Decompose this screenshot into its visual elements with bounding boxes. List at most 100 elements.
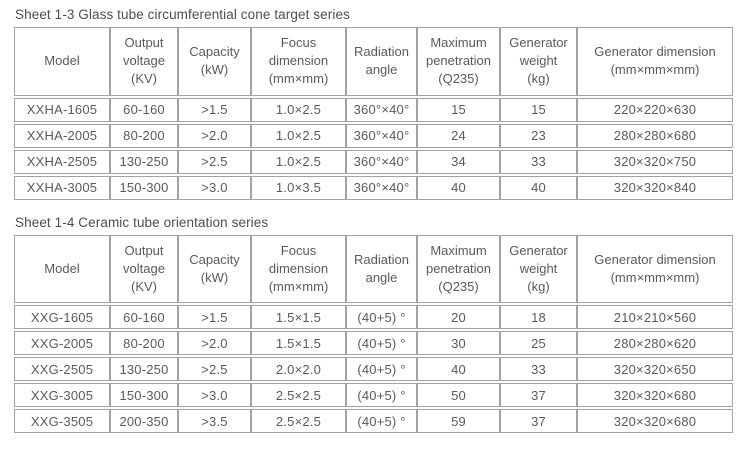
table-row: XXHA-3005 150-300 >3.0 1.0×3.5 360°×40° …	[14, 175, 733, 200]
cell-model: XXG-3005	[14, 383, 110, 408]
cell-capacity: >1.5	[178, 305, 251, 330]
cell-generator-weight: 33	[500, 357, 577, 382]
cell-focus-dimension: 1.0×2.5	[251, 149, 346, 174]
cell-generator-weight: 15	[500, 97, 577, 122]
sheet-1-3-section: Sheet 1-3 Glass tube circumferential con…	[14, 7, 737, 202]
cell-maximum-penetration: 20	[417, 305, 500, 330]
cell-model: XXG-2005	[14, 331, 110, 356]
cell-generator-weight: 18	[500, 305, 577, 330]
cell-generator-dimension: 280×280×620	[577, 331, 733, 356]
cell-generator-dimension: 210×210×560	[577, 305, 733, 330]
cell-focus-dimension: 1.0×3.5	[251, 175, 346, 200]
cell-radiation-angle: 360°×40°	[346, 175, 417, 200]
cell-generator-dimension: 320×320×650	[577, 357, 733, 382]
sheet-1-4-title: Sheet 1-4 Ceramic tube orientation serie…	[15, 214, 269, 230]
cell-generator-dimension: 220×220×630	[577, 97, 733, 122]
column-header-capacity: Capacity (kW)	[178, 27, 251, 96]
column-header-maximum-penetration: Maximum penetration (Q235)	[417, 27, 500, 96]
cell-model: XXG-3505	[14, 409, 110, 434]
cell-output-voltage: 200-350	[110, 409, 178, 434]
cell-maximum-penetration: 34	[417, 149, 500, 174]
cell-capacity: >2.5	[178, 357, 251, 382]
column-header-model: Model	[14, 234, 110, 304]
column-header-capacity: Capacity (kW)	[178, 234, 251, 304]
cell-maximum-penetration: 30	[417, 331, 500, 356]
cell-capacity: >2.5	[178, 149, 251, 174]
cell-radiation-angle: 360°×40°	[346, 123, 417, 148]
sheet-1-4-table: Model Output voltage (KV) Capacity (kW) …	[14, 233, 733, 436]
column-header-focus-dimension: Focus dimension (mm×mm)	[251, 234, 346, 304]
cell-generator-weight: 33	[500, 149, 577, 174]
cell-radiation-angle: (40+5) °	[346, 331, 417, 356]
cell-capacity: >1.5	[178, 97, 251, 122]
sheet-1-4-section: Sheet 1-4 Ceramic tube orientation serie…	[14, 215, 737, 436]
cell-output-voltage: 60-160	[110, 97, 178, 122]
column-header-generator-dimension: Generator dimension (mm×mm×mm)	[577, 234, 733, 304]
cell-output-voltage: 80-200	[110, 123, 178, 148]
sheet-1-3-table: Model Output voltage (KV) Capacity (kW) …	[14, 25, 733, 202]
table-row: XXG-3005 150-300 >3.0 2.5×2.5 (40+5) ° 5…	[14, 383, 733, 408]
cell-radiation-angle: 360°×40°	[346, 97, 417, 122]
column-header-model: Model	[14, 27, 110, 96]
table-row: XXG-2505 130-250 >2.5 2.0×2.0 (40+5) ° 4…	[14, 357, 733, 382]
table-row: XXHA-1605 60-160 >1.5 1.0×2.5 360°×40° 1…	[14, 97, 733, 122]
sheet-1-3-title: Sheet 1-3 Glass tube circumferential con…	[15, 7, 350, 22]
cell-generator-weight: 37	[500, 383, 577, 408]
cell-radiation-angle: (40+5) °	[346, 357, 417, 382]
cell-maximum-penetration: 59	[417, 409, 500, 434]
cell-generator-dimension: 280×280×680	[577, 123, 733, 148]
cell-model: XXHA-2005	[14, 123, 110, 148]
column-header-generator-dimension: Generator dimension (mm×mm×mm)	[577, 27, 733, 96]
cell-capacity: >3.5	[178, 409, 251, 434]
table-row: XXHA-2505 130-250 >2.5 1.0×2.5 360°×40° …	[14, 149, 733, 174]
column-header-radiation-angle: Radiation angle	[346, 234, 417, 304]
table-row: XXG-1605 60-160 >1.5 1.5×1.5 (40+5) ° 20…	[14, 305, 733, 330]
column-header-radiation-angle: Radiation angle	[346, 27, 417, 96]
cell-capacity: >3.0	[178, 383, 251, 408]
cell-maximum-penetration: 40	[417, 357, 500, 382]
cell-focus-dimension: 1.0×2.5	[251, 97, 346, 122]
column-header-output-voltage: Output voltage (KV)	[110, 234, 178, 304]
cell-focus-dimension: 1.5×1.5	[251, 331, 346, 356]
cell-generator-weight: 23	[500, 123, 577, 148]
cell-capacity: >3.0	[178, 175, 251, 200]
cell-model: XXHA-2505	[14, 149, 110, 174]
cell-generator-dimension: 320×320×840	[577, 175, 733, 200]
cell-model: XXG-2505	[14, 357, 110, 382]
cell-generator-dimension: 320×320×680	[577, 383, 733, 408]
table-row: XXG-3505 200-350 >3.5 2.5×2.5 (40+5) ° 5…	[14, 409, 733, 434]
cell-generator-weight: 37	[500, 409, 577, 434]
cell-generator-dimension: 320×320×750	[577, 149, 733, 174]
cell-model: XXHA-1605	[14, 97, 110, 122]
cell-output-voltage: 130-250	[110, 149, 178, 174]
column-header-focus-dimension: Focus dimension (mm×mm)	[251, 27, 346, 96]
cell-generator-dimension: 320×320×680	[577, 409, 733, 434]
cell-maximum-penetration: 40	[417, 175, 500, 200]
cell-output-voltage: 60-160	[110, 305, 178, 330]
cell-radiation-angle: (40+5) °	[346, 409, 417, 434]
cell-focus-dimension: 1.0×2.5	[251, 123, 346, 148]
cell-output-voltage: 80-200	[110, 331, 178, 356]
cell-capacity: >2.0	[178, 331, 251, 356]
cell-output-voltage: 150-300	[110, 175, 178, 200]
cell-focus-dimension: 2.0×2.0	[251, 357, 346, 382]
cell-maximum-penetration: 50	[417, 383, 500, 408]
cell-focus-dimension: 1.5×1.5	[251, 305, 346, 330]
cell-capacity: >2.0	[178, 123, 251, 148]
cell-radiation-angle: (40+5) °	[346, 305, 417, 330]
header-row: Model Output voltage (KV) Capacity (kW) …	[14, 234, 733, 304]
column-header-generator-weight: Generator weight (kg)	[500, 234, 577, 304]
cell-model: XXHA-3005	[14, 175, 110, 200]
table-row: XXHA-2005 80-200 >2.0 1.0×2.5 360°×40° 2…	[14, 123, 733, 148]
cell-focus-dimension: 2.5×2.5	[251, 383, 346, 408]
cell-model: XXG-1605	[14, 305, 110, 330]
table-row: XXG-2005 80-200 >2.0 1.5×1.5 (40+5) ° 30…	[14, 331, 733, 356]
cell-maximum-penetration: 15	[417, 97, 500, 122]
cell-output-voltage: 130-250	[110, 357, 178, 382]
cell-output-voltage: 150-300	[110, 383, 178, 408]
cell-radiation-angle: 360°×40°	[346, 149, 417, 174]
header-row: Model Output voltage (KV) Capacity (kW) …	[14, 27, 733, 96]
column-header-output-voltage: Output voltage (KV)	[110, 27, 178, 96]
cell-maximum-penetration: 24	[417, 123, 500, 148]
